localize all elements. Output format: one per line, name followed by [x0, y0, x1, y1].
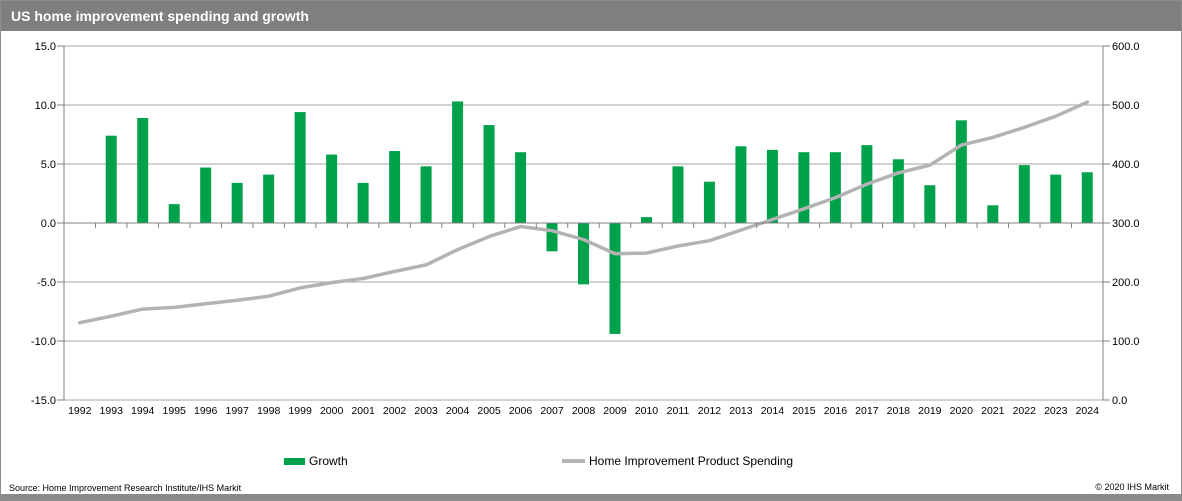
svg-text:1998: 1998	[257, 405, 281, 417]
svg-text:2008: 2008	[572, 405, 596, 417]
growth-bar-1998	[263, 174, 275, 223]
growth-bar-2001	[357, 182, 369, 223]
page-title: US home improvement spending and growth	[11, 8, 309, 24]
svg-text:2010: 2010	[635, 405, 659, 417]
svg-text:2005: 2005	[477, 405, 501, 417]
growth-bars	[105, 101, 1093, 334]
growth-bar-2003	[420, 166, 432, 223]
growth-bar-2016	[829, 152, 841, 223]
svg-text:2004: 2004	[446, 405, 470, 417]
svg-text:2014: 2014	[761, 405, 785, 417]
svg-text:2021: 2021	[981, 405, 1005, 417]
svg-text:300.0: 300.0	[1112, 218, 1140, 230]
growth-bar-2012	[703, 181, 715, 223]
svg-text:-10.0: -10.0	[31, 336, 56, 348]
svg-text:2023: 2023	[1044, 405, 1068, 417]
axes	[57, 45, 1110, 401]
svg-text:400.0: 400.0	[1112, 159, 1140, 171]
growth-bar-2018	[892, 159, 904, 223]
svg-text:1992: 1992	[68, 405, 92, 417]
growth-bar-2013	[735, 146, 747, 223]
svg-text:15.0: 15.0	[35, 41, 56, 53]
svg-text:-15.0: -15.0	[31, 395, 56, 407]
growth-bar-swatch-icon	[284, 457, 305, 465]
growth-bar-2007	[546, 223, 558, 252]
svg-text:2013: 2013	[729, 405, 753, 417]
growth-bar-2005	[483, 125, 495, 223]
svg-text:2009: 2009	[603, 405, 627, 417]
growth-bar-1994	[137, 117, 149, 223]
svg-text:0.0: 0.0	[1112, 395, 1127, 407]
chart-plot: 15.0 600.0 10.0 500.0 5.0 400.0 0.0 300.0 -5.0 20…	[31, 41, 1140, 417]
bottom-divider	[1, 494, 1181, 500]
legend-item-growth: Growth	[284, 451, 348, 471]
svg-text:1995: 1995	[163, 405, 187, 417]
growth-bar-1995	[168, 204, 180, 223]
svg-text:2007: 2007	[540, 405, 564, 417]
svg-text:1999: 1999	[288, 405, 312, 417]
legend-label-growth: Growth	[309, 454, 348, 468]
growth-bar-1993	[105, 135, 117, 223]
growth-bar-2002	[389, 151, 401, 223]
svg-text:2019: 2019	[918, 405, 942, 417]
source-note: Source: Home Improvement Research Instit…	[9, 483, 242, 493]
svg-text:2018: 2018	[887, 405, 911, 417]
growth-bar-2014	[766, 149, 778, 223]
copyright-note: © 2020 IHS Markit	[1095, 482, 1169, 492]
growth-bar-1997	[231, 182, 243, 223]
svg-text:2017: 2017	[855, 405, 879, 417]
svg-text:2016: 2016	[824, 405, 848, 417]
growth-bar-1999	[294, 112, 306, 223]
growth-bar-2022	[1018, 165, 1030, 223]
svg-text:5.0: 5.0	[41, 159, 56, 171]
growth-bar-2021	[987, 205, 999, 223]
growth-bar-2024	[1081, 172, 1093, 223]
growth-bar-2011	[672, 166, 684, 223]
svg-text:1993: 1993	[100, 405, 124, 417]
growth-bar-2023	[1050, 174, 1062, 223]
svg-text:2000: 2000	[320, 405, 344, 417]
svg-text:1994: 1994	[131, 405, 155, 417]
svg-text:1996: 1996	[194, 405, 218, 417]
growth-bar-1996	[200, 167, 212, 223]
svg-text:2006: 2006	[509, 405, 533, 417]
growth-bar-2006	[515, 152, 527, 223]
growth-bar-2000	[326, 154, 338, 223]
svg-text:2015: 2015	[792, 405, 816, 417]
svg-text:2003: 2003	[414, 405, 438, 417]
growth-bar-2020	[955, 120, 967, 223]
chart-legend: Growth Home Improvement Product Spending	[1, 451, 1181, 471]
growth-bar-2009	[609, 223, 621, 334]
svg-text:2022: 2022	[1013, 405, 1037, 417]
svg-text:100.0: 100.0	[1112, 336, 1140, 348]
legend-label-spending: Home Improvement Product Spending	[589, 454, 794, 468]
growth-bar-2004	[452, 101, 464, 223]
svg-text:200.0: 200.0	[1112, 277, 1140, 289]
spending-line	[77, 100, 1090, 325]
svg-text:2020: 2020	[950, 405, 974, 417]
svg-text:2012: 2012	[698, 405, 722, 417]
svg-text:600.0: 600.0	[1112, 41, 1140, 53]
svg-text:500.0: 500.0	[1112, 100, 1140, 112]
growth-bar-2010	[640, 217, 652, 223]
svg-text:2002: 2002	[383, 405, 407, 417]
legend-item-spending: Home Improvement Product Spending	[562, 451, 793, 471]
svg-text:0.0: 0.0	[41, 218, 56, 230]
svg-text:2001: 2001	[351, 405, 375, 417]
svg-text:1997: 1997	[225, 405, 249, 417]
spending-line-swatch-icon	[562, 459, 585, 463]
svg-text:2011: 2011	[667, 405, 690, 417]
svg-text:2024: 2024	[1076, 405, 1100, 417]
growth-bar-2019	[924, 185, 936, 223]
chart-title-bar: US home improvement spending and growth	[1, 1, 1181, 31]
axis-labels: 15.0 600.0 10.0 500.0 5.0 400.0 0.0 300.0 -5.0 20…	[31, 41, 1140, 417]
svg-text:-5.0: -5.0	[37, 277, 56, 289]
growth-bar-2015	[798, 152, 810, 223]
growth-bar-2008	[578, 223, 589, 285]
svg-text:10.0: 10.0	[35, 100, 56, 112]
